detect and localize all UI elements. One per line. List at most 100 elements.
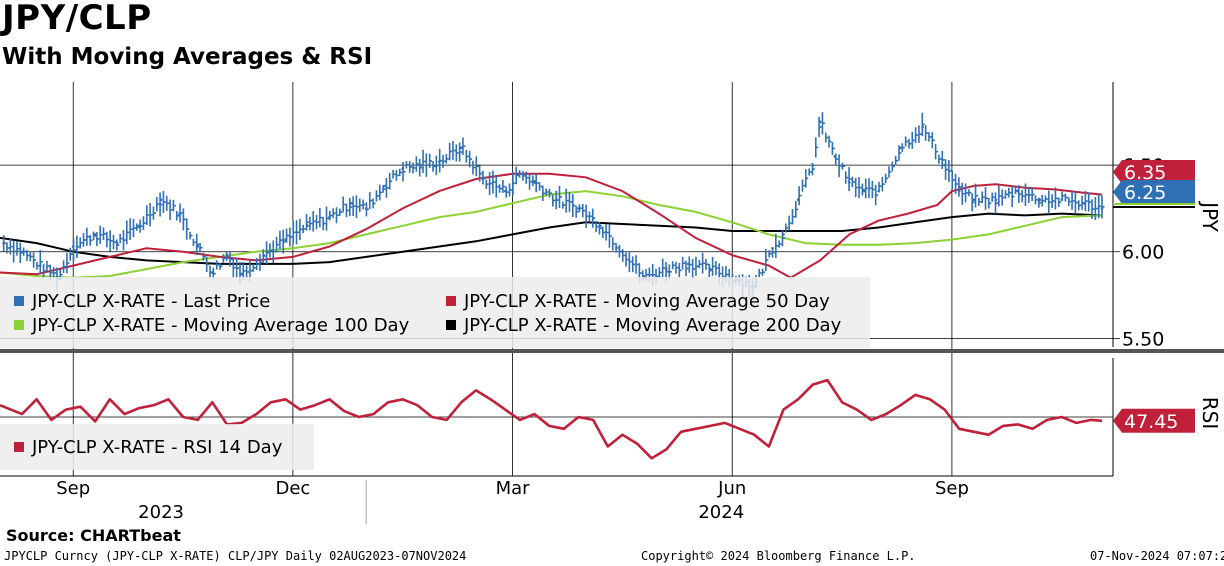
price-point bbox=[306, 224, 309, 228]
y-axis-title-rsi: RSI bbox=[1198, 397, 1222, 430]
price-point bbox=[621, 250, 624, 254]
price-point bbox=[577, 207, 580, 210]
series-line-moving-average-200-day bbox=[0, 212, 1103, 265]
price-point bbox=[848, 181, 851, 184]
rsi-series-layer bbox=[0, 378, 1103, 460]
price-point bbox=[115, 241, 119, 245]
price-point bbox=[438, 160, 441, 163]
price-point bbox=[159, 198, 163, 202]
price-point bbox=[943, 163, 946, 167]
price-point bbox=[771, 246, 774, 250]
price-point bbox=[225, 253, 229, 257]
footer-copyright: Copyright© 2024 Bloomberg Finance L.P. bbox=[641, 549, 916, 563]
price-point bbox=[38, 264, 42, 267]
legend-swatch-ma100 bbox=[14, 320, 24, 330]
price-point bbox=[211, 271, 214, 274]
x-tick-label-sep-4: Sep bbox=[935, 478, 969, 499]
legend-label-rsi: JPY-CLP X-RATE - RSI 14 Day bbox=[32, 437, 283, 458]
legend-label-last-price: JPY-CLP X-RATE - Last Price bbox=[32, 291, 271, 312]
legend-item-last-price: JPY-CLP X-RATE - Last Price bbox=[14, 292, 270, 312]
price-legend: JPY-CLP X-RATE - Last Price JPY-CLP X-RA… bbox=[0, 277, 870, 348]
price-point bbox=[1100, 207, 1104, 210]
price-point bbox=[481, 177, 485, 181]
legend-label-ma50: JPY-CLP X-RATE - Moving Average 50 Day bbox=[464, 291, 830, 312]
price-point bbox=[818, 120, 822, 124]
price-point bbox=[877, 189, 880, 193]
footer-timestamp: 07-Nov-2024 07:07:28 bbox=[1090, 549, 1224, 563]
price-point bbox=[350, 201, 353, 205]
tag-rsi-box bbox=[1113, 408, 1195, 433]
x-tick-label-dec-1: Dec bbox=[275, 478, 310, 499]
price-point bbox=[460, 146, 463, 150]
price-point bbox=[533, 181, 536, 184]
price-point bbox=[1038, 198, 1042, 202]
legend-item-ma100: JPY-CLP X-RATE - Moving Average 100 Day bbox=[14, 316, 409, 336]
footer-ticker: JPYCLP Curncy (JPY-CLP X-RATE) CLP/JPY D… bbox=[4, 549, 467, 563]
price-point bbox=[972, 198, 976, 202]
x-year-label-2024: 2024 bbox=[698, 502, 744, 523]
legend-label-ma100: JPY-CLP X-RATE - Moving Average 100 Day bbox=[32, 315, 410, 336]
price-point bbox=[599, 224, 602, 228]
legend-item-ma200: JPY-CLP X-RATE - Moving Average 200 Day bbox=[446, 316, 841, 336]
price-point bbox=[2, 241, 5, 245]
price-point bbox=[401, 167, 405, 170]
chart-title: JPY/CLP bbox=[2, 0, 152, 38]
price-series-layer bbox=[0, 112, 1105, 299]
legend-swatch-ma50 bbox=[446, 296, 456, 306]
rsi-legend: JPY-CLP X-RATE - RSI 14 Day bbox=[0, 424, 314, 470]
price-point bbox=[957, 189, 961, 193]
axes-layer: SepDecMarJunSep202320245.506.006.50JPYRS… bbox=[0, 82, 1224, 524]
y-tick-label-0: 5.50 bbox=[1122, 328, 1164, 350]
series-line-rsi-14-day bbox=[0, 378, 1103, 460]
tag-last-price: 6.25 bbox=[1113, 180, 1195, 204]
price-point bbox=[811, 163, 815, 167]
tag-ma50: 6.35 bbox=[1113, 160, 1195, 184]
price-point bbox=[196, 245, 200, 248]
series-line-moving-average-100-day bbox=[0, 190, 1103, 279]
y-tick-label-1: 6.00 bbox=[1122, 242, 1164, 264]
price-point bbox=[178, 212, 181, 215]
price-point bbox=[93, 233, 97, 236]
price-point bbox=[782, 233, 785, 236]
legend-swatch-ma200 bbox=[446, 320, 456, 330]
price-point bbox=[240, 272, 243, 276]
tag-last-price-box bbox=[1113, 180, 1195, 204]
price-point bbox=[833, 155, 837, 158]
price-point bbox=[708, 267, 712, 271]
x-tick-label-sep-0: Sep bbox=[56, 478, 90, 499]
legend-swatch-rsi bbox=[14, 442, 24, 452]
price-point bbox=[419, 163, 423, 167]
tag-rsi: 47.45 bbox=[1113, 408, 1195, 433]
price-point bbox=[137, 224, 141, 228]
legend-label-ma200: JPY-CLP X-RATE - Moving Average 200 Day bbox=[464, 315, 842, 336]
price-point bbox=[555, 198, 558, 202]
source-note: Source: CHARTbeat bbox=[6, 526, 181, 545]
price-point bbox=[20, 250, 24, 254]
price-point bbox=[921, 125, 924, 129]
price-point bbox=[862, 189, 866, 193]
price-point bbox=[796, 198, 800, 202]
y-axis-title-price: JPY bbox=[1198, 200, 1222, 233]
tag-ma50-label: 6.35 bbox=[1124, 162, 1166, 184]
tag-rsi-label: 47.45 bbox=[1124, 411, 1178, 433]
price-point bbox=[1016, 189, 1020, 193]
legend-swatch-last-price bbox=[14, 296, 24, 306]
price-point bbox=[364, 207, 368, 210]
tag-last-price-label: 6.25 bbox=[1124, 182, 1166, 204]
x-tick-label-mar-2: Mar bbox=[496, 478, 531, 499]
price-point bbox=[518, 172, 522, 176]
last-price-bars bbox=[2, 112, 1105, 299]
price-point bbox=[503, 189, 507, 193]
price-point bbox=[284, 238, 287, 241]
price-point bbox=[687, 262, 690, 266]
x-tick-label-jun-3: Jun bbox=[717, 478, 746, 499]
price-point bbox=[1082, 201, 1086, 205]
price-point bbox=[71, 245, 75, 248]
legend-item-rsi: JPY-CLP X-RATE - RSI 14 Day bbox=[14, 438, 282, 458]
legend-item-ma50: JPY-CLP X-RATE - Moving Average 50 Day bbox=[446, 292, 830, 312]
tag-ma50-box bbox=[1113, 160, 1195, 184]
price-point bbox=[994, 198, 998, 202]
price-point bbox=[383, 184, 386, 188]
x-year-label-2023: 2023 bbox=[138, 502, 184, 523]
price-point bbox=[665, 267, 668, 271]
